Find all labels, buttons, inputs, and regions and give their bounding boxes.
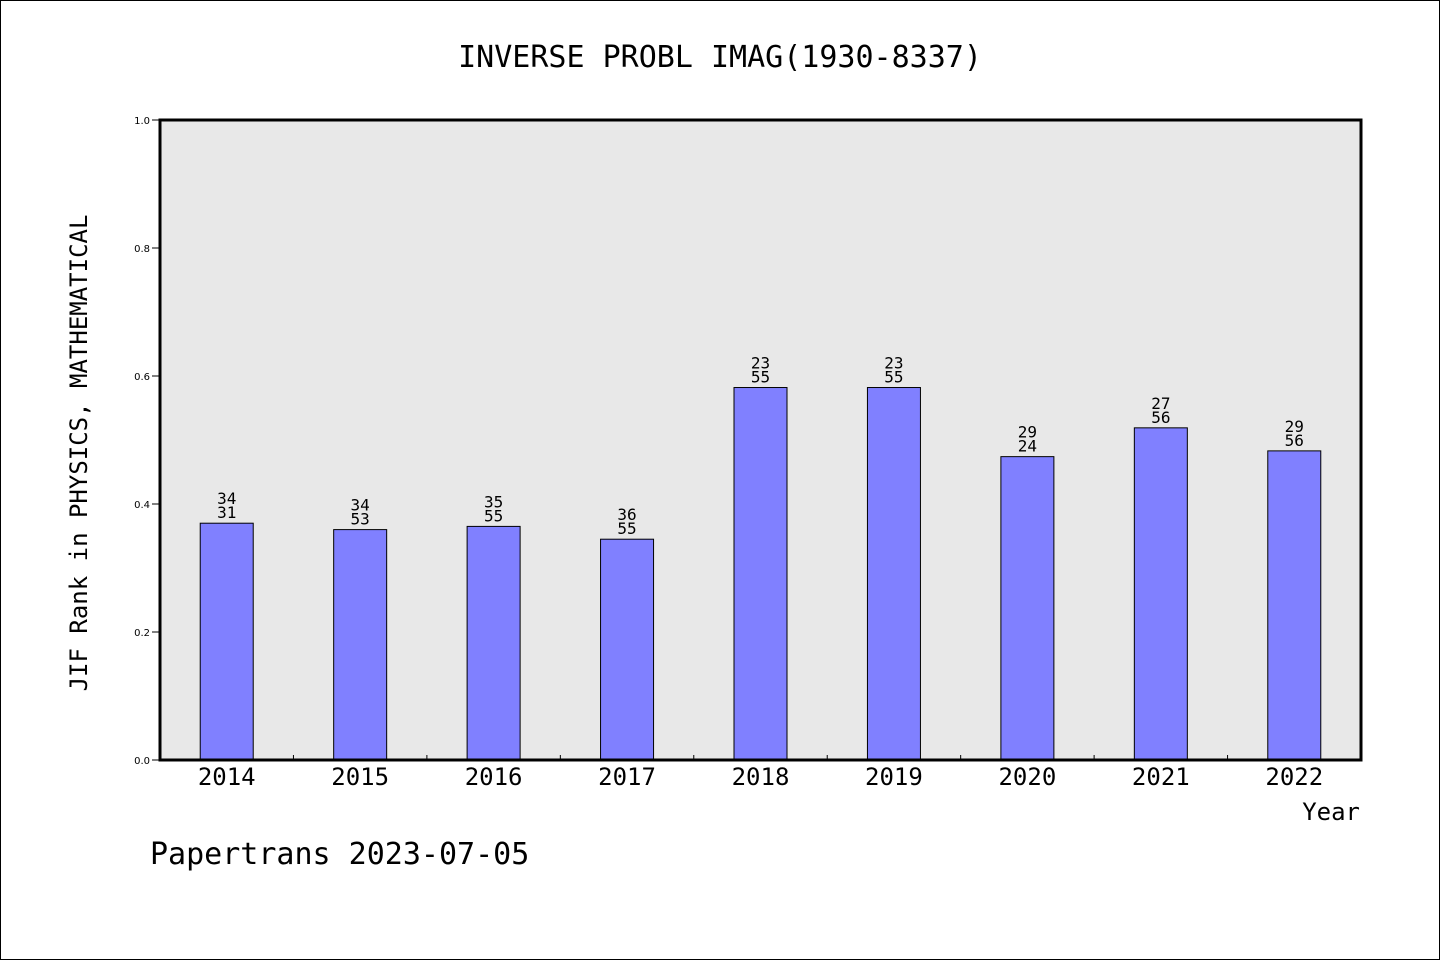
bar-label-top: 34 [217,489,236,508]
bar-label-bottom: 55 [751,368,770,387]
y-tick-label: 1.0 [134,116,150,127]
x-tick-label: 2020 [998,763,1056,791]
bar-label-bottom: 55 [617,519,636,538]
bar-label-top: 23 [884,354,903,373]
bar [333,529,388,761]
x-tick-label: 2015 [331,763,389,791]
bar-label-bottom: 56 [1285,431,1304,450]
y-tick-label: 0.6 [134,372,150,383]
x-tick-label: 2014 [198,763,256,791]
y-axis-label: JIF Rank in PHYSICS, MATHEMATICAL [65,215,93,692]
plot-border [158,118,1363,762]
bar-label-bottom: 55 [884,368,903,387]
bar-label-top: 27 [1151,394,1170,413]
footer-text: Papertrans 2023-07-05 [150,837,529,872]
bar-label-top: 34 [351,496,370,515]
bar [600,538,655,761]
bar-label-top: 23 [751,354,770,373]
y-tick-label: 0.0 [134,756,150,767]
y-tick-label: 0.4 [134,500,150,511]
bar [866,387,921,761]
x-tick-label: 2019 [865,763,923,791]
y-tick-label: 0.8 [134,244,150,255]
x-tick-label: 2016 [465,763,523,791]
bar [733,387,788,761]
x-tick-label: 2018 [732,763,790,791]
bar [1267,450,1322,761]
bar-label-bottom: 55 [484,506,503,525]
bar-label-bottom: 56 [1151,408,1170,427]
bar [199,522,254,761]
bar-label-top: 29 [1018,423,1037,442]
bar [1000,456,1055,761]
chart-title: INVERSE PROBL IMAG(1930-8337) [458,40,982,75]
x-tick-label: 2021 [1132,763,1190,791]
x-tick-label: 2022 [1265,763,1323,791]
bar [466,525,521,761]
bar-label-top: 36 [617,505,636,524]
x-tick-label: 2017 [598,763,656,791]
bar-label-top: 35 [484,492,503,511]
bar [1133,427,1188,761]
bar-label-bottom: 31 [217,503,236,522]
x-axis-label: Year [1302,798,1360,826]
bar-label-bottom: 53 [351,510,370,529]
bar-label-bottom: 24 [1018,437,1037,456]
bar-label-top: 29 [1285,417,1304,436]
y-tick-label: 0.2 [134,628,150,639]
